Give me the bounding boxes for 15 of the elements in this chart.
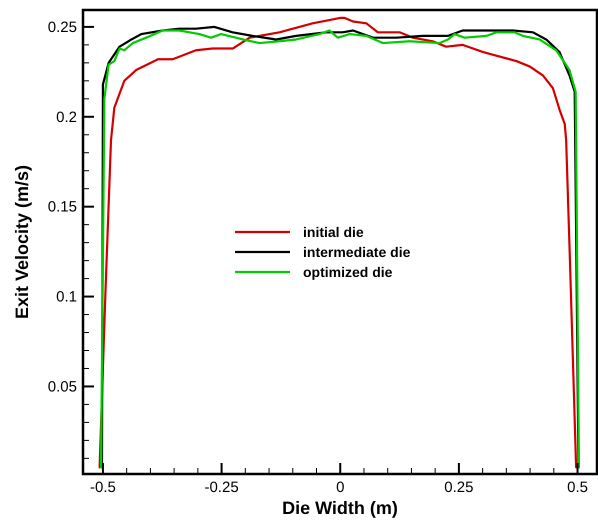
y-tick-label: 0.1 bbox=[56, 288, 77, 306]
y-tick-label: 0.05 bbox=[48, 378, 77, 396]
x-tick-label: -0.25 bbox=[204, 479, 239, 496]
x-tick-label: 0.25 bbox=[444, 479, 474, 496]
y-tick-label: 0.25 bbox=[48, 18, 77, 36]
y-tick-label: 0.2 bbox=[56, 108, 77, 126]
x-tick-label: 0.5 bbox=[567, 479, 588, 496]
y-tick-label: 0.15 bbox=[48, 198, 77, 216]
legend-label: optimized die bbox=[303, 264, 393, 280]
legend-label: initial die bbox=[303, 224, 364, 240]
legend-label: intermediate die bbox=[303, 244, 411, 260]
x-tick-label: 0 bbox=[336, 479, 344, 496]
x-tick-label: -0.5 bbox=[90, 479, 116, 496]
y-axis-title: Exit Velocity (m/s) bbox=[12, 164, 32, 320]
x-axis-title: Die Width (m) bbox=[282, 498, 398, 518]
